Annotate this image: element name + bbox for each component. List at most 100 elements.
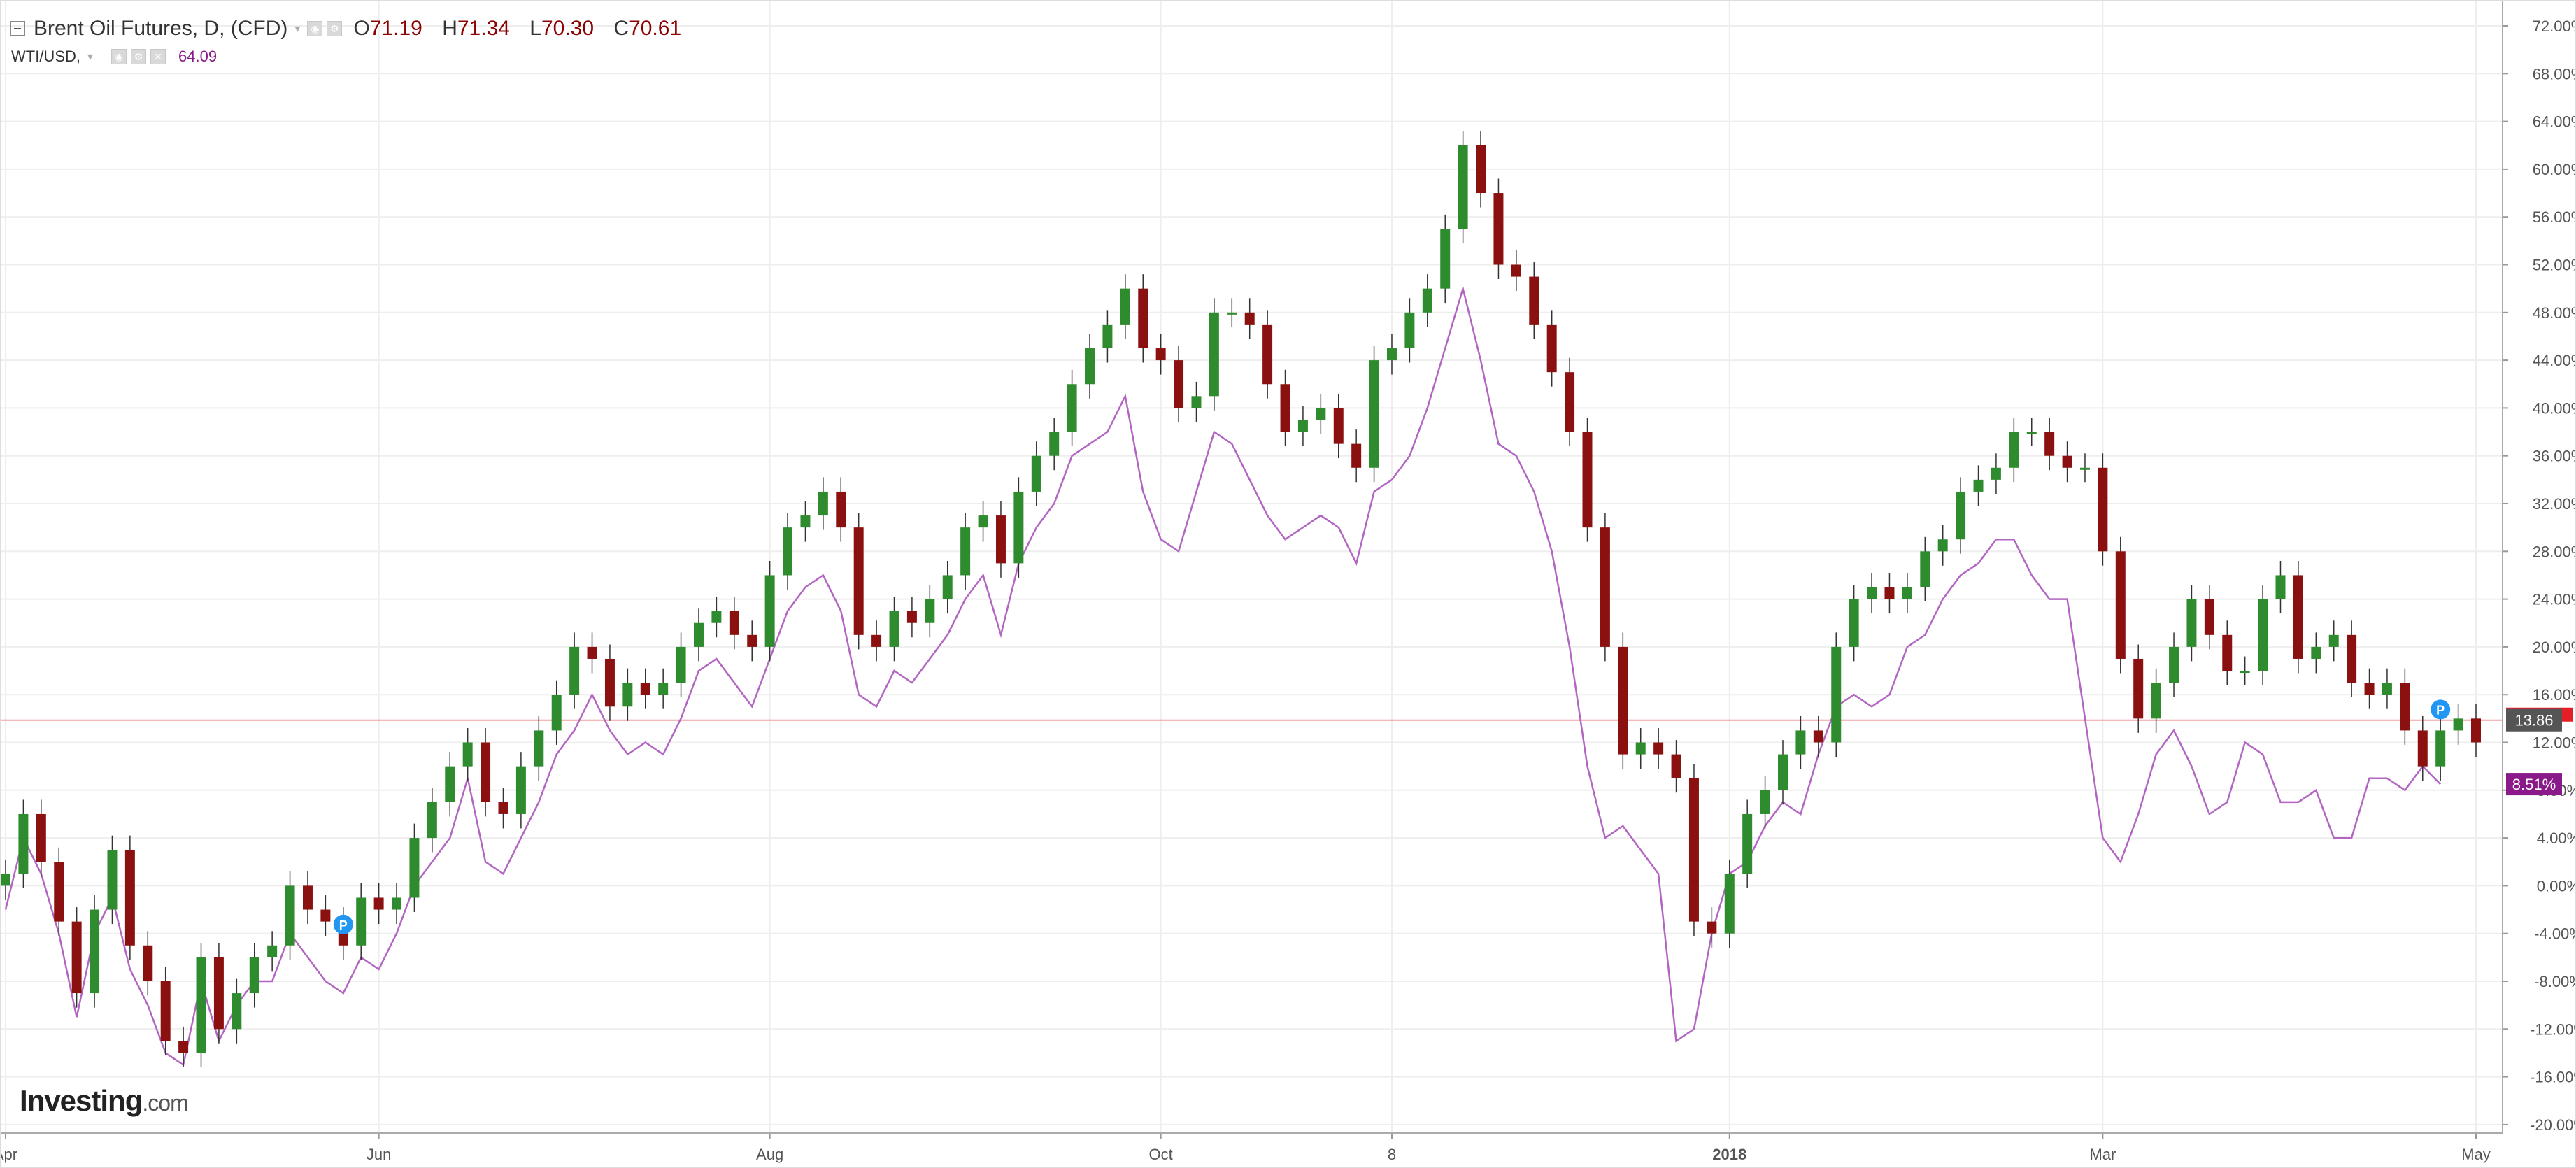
chevron-down-icon[interactable]: ▾: [294, 23, 301, 35]
candle-body: [1120, 288, 1130, 325]
candle: [1511, 250, 1521, 292]
close-icon[interactable]: ✕: [150, 49, 166, 64]
candle-body: [1956, 491, 1966, 540]
marker-circle[interactable]: [2431, 699, 2451, 720]
candle: [392, 883, 402, 925]
candle-body: [1724, 874, 1735, 934]
candle-body: [694, 622, 704, 647]
candle: [2222, 620, 2233, 685]
candle-body: [2417, 730, 2428, 767]
settings-icon[interactable]: ⚙: [327, 21, 343, 36]
marker-circle[interactable]: [333, 914, 353, 934]
candle: [373, 883, 384, 925]
candle-body: [622, 683, 633, 707]
main-series-title[interactable]: Brent Oil Futures, D, (CFD): [34, 17, 288, 40]
candle-body: [1209, 312, 1219, 397]
candle: [1404, 298, 1415, 363]
candle: [800, 501, 811, 542]
event-markers[interactable]: PP: [333, 699, 2451, 934]
candle-body: [1671, 754, 1681, 778]
candle: [427, 788, 437, 853]
candle: [1476, 131, 1486, 208]
ohlc-low-label: L: [529, 17, 541, 40]
candle-body: [2275, 575, 2286, 599]
x-tick-label: May: [2461, 1146, 2491, 1163]
candle: [2382, 668, 2392, 709]
candle: [1956, 477, 1966, 554]
candle-body: [71, 921, 82, 994]
candle: [1227, 298, 1237, 327]
candle: [1813, 715, 1823, 757]
candle-body: [107, 850, 118, 910]
candle: [1280, 369, 1290, 447]
candle: [1600, 513, 1610, 662]
candle: [232, 978, 242, 1044]
candle: [356, 883, 367, 960]
candle-body: [481, 742, 491, 802]
candle-body: [1404, 312, 1415, 349]
candle: [2133, 644, 2144, 733]
chevron-down-icon[interactable]: ▾: [87, 51, 94, 63]
candle: [1867, 573, 1877, 614]
candle: [462, 728, 473, 781]
candle-body: [2364, 683, 2375, 695]
logo-suffix: .com: [142, 1090, 188, 1116]
candle-body: [2115, 551, 2126, 659]
candle: [2417, 715, 2428, 781]
candle-body: [853, 527, 864, 635]
candle-body: [1565, 372, 1575, 432]
candle: [71, 907, 82, 1008]
candle-body: [18, 813, 29, 874]
candle-body: [818, 491, 828, 516]
candle-body: [1546, 324, 1557, 373]
candle-body: [267, 945, 278, 957]
chart-legend: Brent Oil Futures, D, (CFD) ▾ ◉ ⚙ O71.19…: [10, 13, 695, 69]
y-tick-label: 32.00%: [2533, 495, 2576, 513]
candle: [906, 597, 917, 638]
candle-body: [1582, 432, 1593, 528]
candle-body: [1778, 754, 1788, 790]
candle: [1849, 585, 1859, 662]
candle: [889, 597, 899, 662]
event-marker[interactable]: P: [2431, 699, 2451, 720]
candle-body: [1316, 408, 1326, 420]
collapse-legend-icon[interactable]: [10, 21, 25, 36]
candle: [285, 871, 295, 960]
candle-body: [2186, 599, 2197, 647]
candle: [1884, 573, 1895, 614]
candle-body: [871, 634, 882, 647]
candle-body: [1369, 360, 1379, 468]
ohlc-open-label: O: [353, 17, 370, 40]
candle-body: [1227, 312, 1237, 315]
candle: [569, 632, 580, 709]
candle: [711, 597, 722, 638]
candle: [1049, 418, 1060, 471]
y-tick-label: 0.00%: [2537, 877, 2576, 895]
candle-body: [373, 897, 384, 910]
candle-body: [1867, 587, 1877, 599]
candle: [2275, 560, 2286, 614]
candle-body: [925, 599, 935, 623]
marker-label[interactable]: P: [2436, 703, 2445, 717]
candle-body: [427, 802, 437, 839]
candle: [1351, 429, 1362, 483]
marker-label[interactable]: P: [339, 918, 348, 932]
hide-series-icon[interactable]: ◉: [111, 49, 127, 64]
hide-series-icon[interactable]: ◉: [307, 21, 323, 36]
compare-series-title[interactable]: WTI/USD,: [11, 48, 80, 65]
brent-price-label: 13.86: [2514, 712, 2553, 729]
candle: [1795, 715, 1806, 769]
candle: [676, 632, 686, 697]
x-tick-label: Apr: [0, 1146, 17, 1163]
settings-icon[interactable]: ⚙: [131, 49, 147, 64]
candle: [2098, 453, 2108, 566]
candle-body: [1067, 384, 1077, 432]
candle: [1493, 178, 1504, 279]
event-marker[interactable]: P: [333, 914, 353, 934]
candle-body: [1085, 348, 1095, 385]
candle: [320, 895, 331, 936]
candle-body: [1618, 646, 1628, 755]
candle-body: [1493, 193, 1504, 265]
